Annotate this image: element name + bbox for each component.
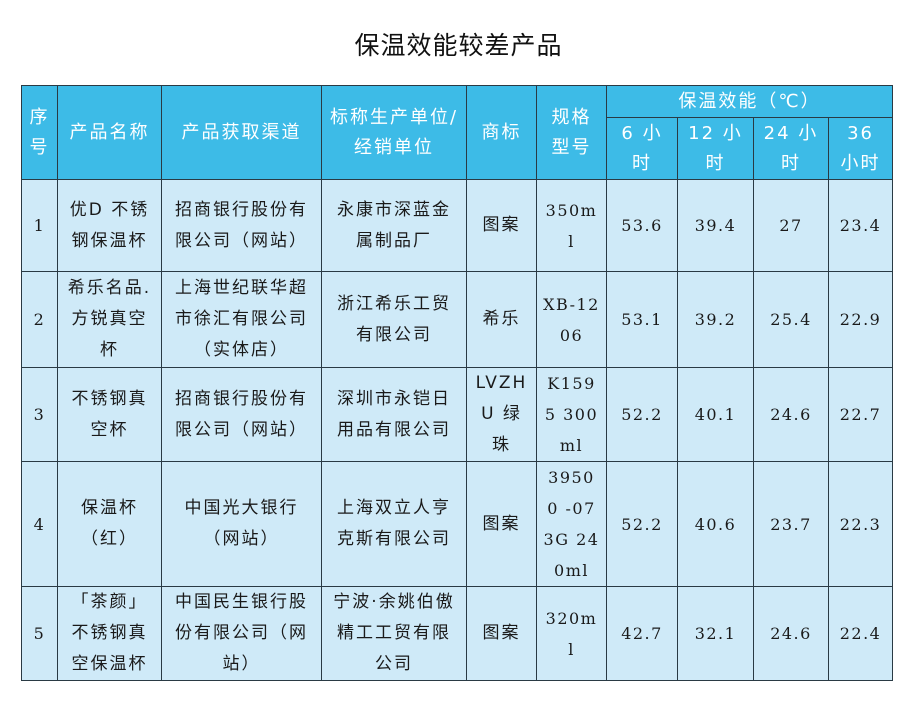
cell-seq: 1 [21,179,58,272]
cell-h36: 23.4 [827,179,894,272]
cell-h36: 22.9 [827,271,894,368]
cell-spec: XB-1206 [536,271,607,368]
cell-unit: 永康市深蓝金属制品厂 [321,179,467,272]
header-name: 产品名称 [57,85,162,180]
cell-h24: 24.6 [753,586,829,681]
cell-channel: 招商银行股份有限公司（网站） [161,179,322,272]
cell-h12: 40.1 [677,367,754,462]
header-brand: 商标 [466,85,537,180]
cell-channel: 中国民生银行股份有限公司（网站） [161,586,322,681]
product-table: 序号 产品名称 产品获取渠道 标称生产单位/经销单位 商标 规格型号 保温效能（… [21,85,894,681]
page-title: 保温效能较差产品 [354,31,563,60]
cell-unit: 宁波·余姚伯傲精工工贸有限公司 [321,586,467,681]
cell-h6: 52.2 [606,367,678,462]
table-row: 5 「茶颜」不锈钢真空保温杯 中国民生银行股份有限公司（网站） 宁波·余姚伯傲精… [21,586,894,681]
cell-h24: 25.4 [753,271,829,368]
cell-seq: 3 [21,367,58,462]
cell-name: 希乐名品.方锐真空杯 [57,271,162,368]
cell-h12: 39.4 [677,179,754,272]
header-h12: 12 小时 [677,117,754,180]
cell-h36: 22.4 [827,586,894,681]
cell-h36: 22.3 [827,461,894,587]
cell-h36: 22.7 [827,367,894,462]
header-spec: 规格型号 [536,85,607,180]
table-row: 1 优D 不锈钢保温杯 招商银行股份有限公司（网站） 永康市深蓝金属制品厂 图案… [21,179,894,272]
cell-h12: 39.2 [677,271,754,368]
cell-spec: 350ml [536,179,607,272]
cell-h12: 40.6 [677,461,754,587]
cell-seq: 2 [21,271,58,368]
cell-h6: 53.1 [606,271,678,368]
cell-h24: 24.6 [753,367,829,462]
cell-unit: 浙江希乐工贸有限公司 [321,271,467,368]
cell-channel: 中国光大银行（网站） [161,461,322,587]
cell-brand: 图案 [466,586,537,681]
cell-brand: LVZHU 绿珠 [466,367,537,462]
cell-spec: K1595 300ml [536,367,607,462]
cell-h6: 42.7 [606,586,678,681]
cell-seq: 5 [21,586,58,681]
cell-spec: 320ml [536,586,607,681]
table-header: 序号 产品名称 产品获取渠道 标称生产单位/经销单位 商标 规格型号 保温效能（… [21,85,894,180]
cell-name: 不锈钢真空杯 [57,367,162,462]
cell-unit: 深圳市永铠日用品有限公司 [321,367,467,462]
header-unit: 标称生产单位/经销单位 [321,85,467,180]
cell-brand: 图案 [466,179,537,272]
cell-brand: 希乐 [466,271,537,368]
cell-h6: 53.6 [606,179,678,272]
table-row: 4 保温杯（红） 中国光大银行（网站） 上海双立人亨克斯有限公司 图案 3950… [21,461,894,587]
header-h6: 6 小时 [606,117,678,180]
cell-name: 优D 不锈钢保温杯 [57,179,162,272]
cell-h12: 32.1 [677,586,754,681]
cell-channel: 上海世纪联华超市徐汇有限公司（实体店） [161,271,322,368]
cell-unit: 上海双立人亨克斯有限公司 [321,461,467,587]
cell-name: 保温杯（红） [57,461,162,587]
table-row: 2 希乐名品.方锐真空杯 上海世纪联华超市徐汇有限公司（实体店） 浙江希乐工贸有… [21,271,894,368]
cell-h24: 27 [753,179,829,272]
cell-spec: 39500 -073G 240ml [536,461,607,587]
cell-h24: 23.7 [753,461,829,587]
table-row: 3 不锈钢真空杯 招商银行股份有限公司（网站） 深圳市永铠日用品有限公司 LVZ… [21,367,894,462]
header-channel: 产品获取渠道 [161,85,322,180]
header-h36: 36 小时 [827,117,894,180]
cell-seq: 4 [21,461,58,587]
cell-brand: 图案 [466,461,537,587]
cell-channel: 招商银行股份有限公司（网站） [161,367,322,462]
header-seq: 序号 [21,85,58,180]
cell-name: 「茶颜」不锈钢真空保温杯 [57,586,162,681]
header-h24: 24 小时 [753,117,829,180]
cell-h6: 52.2 [606,461,678,587]
header-performance: 保温效能（℃） [605,85,894,118]
table-body: 1 优D 不锈钢保温杯 招商银行股份有限公司（网站） 永康市深蓝金属制品厂 图案… [21,179,894,681]
